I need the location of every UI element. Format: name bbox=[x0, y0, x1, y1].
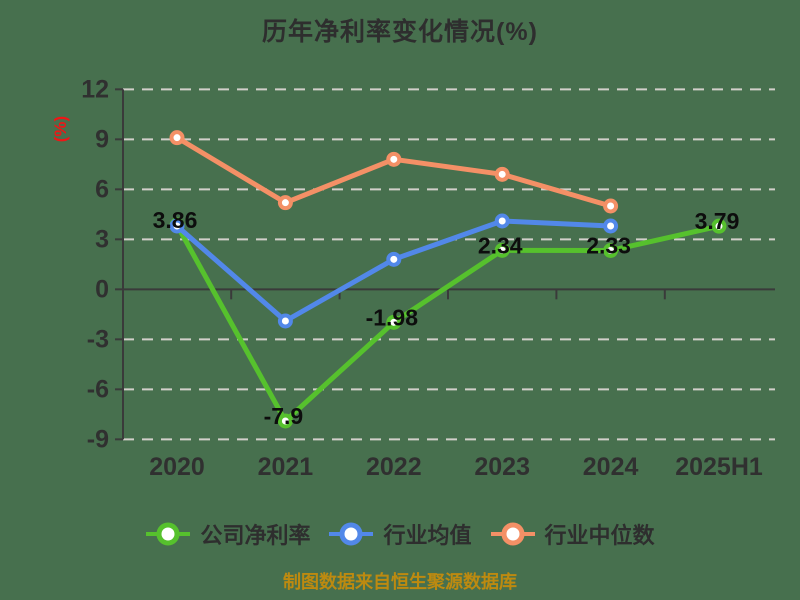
legend-label: 行业中位数 bbox=[544, 523, 655, 548]
data-point-label: 3.86 bbox=[153, 207, 198, 233]
data-point-industry-average bbox=[494, 213, 510, 229]
legend-label: 公司净利率 bbox=[200, 523, 311, 548]
data-point-industry-average bbox=[277, 313, 293, 329]
x-tick-label: 2021 bbox=[258, 453, 314, 481]
x-tick-label: 2025H1 bbox=[675, 453, 763, 481]
legend-marker-icon bbox=[146, 522, 191, 546]
x-tick-label: 2020 bbox=[149, 453, 205, 481]
legend-item-industry-median: 行业中位数 bbox=[490, 518, 655, 550]
x-tick-label: 2024 bbox=[583, 453, 639, 481]
y-tick-label: -3 bbox=[87, 325, 109, 353]
data-point-company-net-margin bbox=[386, 314, 402, 330]
data-point-company-net-margin bbox=[603, 242, 619, 258]
data-point-label: 3.79 bbox=[695, 208, 740, 234]
y-tick-label: 6 bbox=[95, 175, 109, 203]
data-point-company-net-margin bbox=[277, 413, 293, 429]
data-point-company-net-margin bbox=[711, 218, 727, 234]
y-tick-label: 12 bbox=[81, 75, 109, 103]
chart-legend: 公司净利率 行业均值 行业中位数 bbox=[0, 518, 800, 550]
data-point-label: 2.33 bbox=[586, 232, 631, 258]
data-point-industry-average bbox=[386, 251, 402, 267]
legend-item-industry-average: 行业均值 bbox=[328, 518, 472, 550]
legend-marker-icon bbox=[329, 522, 374, 546]
y-tick-label: -9 bbox=[87, 425, 109, 453]
data-point-industry-median bbox=[603, 198, 619, 214]
data-point-industry-median bbox=[386, 151, 402, 167]
series-line-industry-median bbox=[174, 135, 614, 209]
y-tick-label: 9 bbox=[95, 125, 109, 153]
data-point-industry-average bbox=[169, 218, 185, 234]
data-source-note: 制图数据来自恒生聚源数据库 bbox=[283, 572, 517, 592]
legend-label: 行业均值 bbox=[383, 523, 472, 548]
legend-item-company-net-margin: 公司净利率 bbox=[145, 518, 310, 550]
data-point-label: 2.34 bbox=[478, 232, 523, 258]
data-point-industry-average bbox=[603, 218, 619, 234]
data-point-industry-median bbox=[494, 166, 510, 182]
data-point-label: -1.98 bbox=[366, 304, 419, 330]
series-line-company-net-margin bbox=[174, 222, 722, 424]
x-tick-label: 2022 bbox=[366, 453, 422, 481]
data-point-company-net-margin bbox=[494, 242, 510, 258]
y-tick-label: 0 bbox=[95, 275, 109, 303]
chart-title: 历年净利率变化情况(%) bbox=[262, 18, 538, 46]
y-tick-label: -6 bbox=[87, 375, 109, 403]
data-point-label: -7.9 bbox=[264, 403, 304, 429]
data-point-industry-median bbox=[277, 195, 293, 211]
x-tick-label: 2023 bbox=[474, 453, 530, 481]
data-point-industry-median bbox=[169, 130, 185, 146]
y-tick-label: 3 bbox=[95, 225, 109, 253]
legend-marker-icon bbox=[490, 522, 535, 546]
